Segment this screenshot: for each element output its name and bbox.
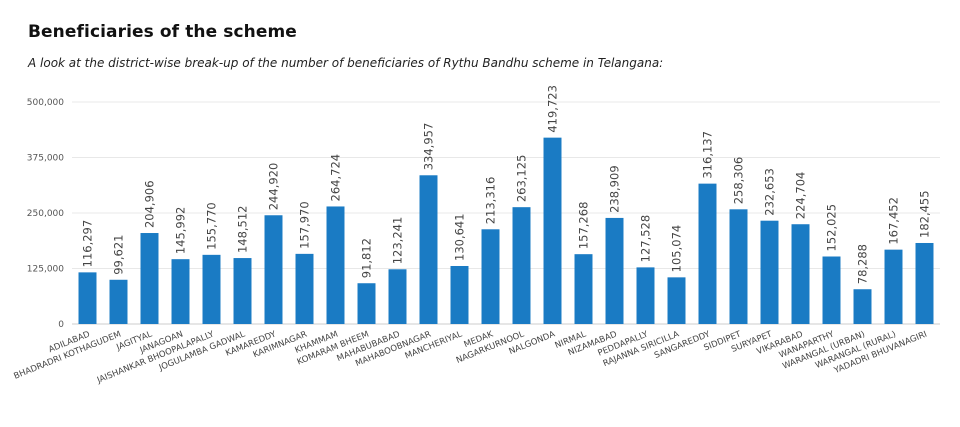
data-label: 264,724 — [329, 154, 343, 202]
data-label: 157,970 — [298, 201, 312, 249]
data-label: 182,455 — [918, 190, 932, 238]
data-label: 148,512 — [236, 205, 250, 253]
data-label: 204,906 — [143, 180, 157, 228]
bar-nagarkurnool — [512, 207, 531, 324]
data-label: 116,297 — [81, 220, 95, 268]
bar-nalgonda — [543, 137, 562, 324]
data-label: 238,909 — [608, 165, 622, 213]
bar-nizamabad — [605, 217, 624, 324]
bar-rajanna-siricilla — [667, 277, 686, 324]
data-label: 263,125 — [515, 155, 529, 203]
bar-jagityal — [140, 233, 159, 324]
bar-sangareddy — [698, 183, 717, 324]
bar-mahaboobnagar — [419, 175, 438, 324]
bar-siddipet — [729, 209, 748, 324]
bar-jogulamba-gadwal — [233, 258, 252, 324]
data-label: 244,920 — [267, 163, 281, 211]
data-label: 105,074 — [670, 225, 684, 273]
y-tick-label: 250,000 — [27, 209, 64, 219]
data-label: 91,812 — [360, 238, 374, 278]
bar-bhadradri-kothagudem — [109, 279, 128, 324]
bar-jaishankar-bhoopalapally — [202, 254, 221, 324]
data-label: 224,704 — [794, 172, 808, 220]
data-label: 157,268 — [577, 202, 591, 250]
bar-khammam — [326, 206, 345, 324]
y-tick-label: 500,000 — [27, 98, 64, 108]
data-label: 145,992 — [174, 207, 188, 255]
data-label: 334,957 — [422, 123, 436, 171]
y-tick-label: 125,000 — [27, 265, 64, 275]
bar-karimnagar — [295, 253, 314, 324]
bar-yadadri-bhuvanagiri — [915, 242, 934, 324]
bar-janagoan — [171, 259, 190, 324]
bar-medak — [481, 229, 500, 324]
data-label: 155,770 — [205, 202, 219, 250]
data-label: 258,306 — [732, 157, 746, 205]
chart-subtitle: A look at the district-wise break-up of … — [28, 56, 664, 70]
y-tick-label: 0 — [58, 320, 64, 330]
data-label: 123,241 — [391, 217, 405, 265]
data-label: 232,653 — [763, 168, 777, 216]
bar-mahabubabad — [388, 269, 407, 324]
bar-peddapally — [636, 267, 655, 324]
data-label: 167,452 — [887, 197, 901, 245]
data-label: 130,641 — [453, 213, 467, 261]
y-tick-label: 375,000 — [27, 154, 64, 164]
bar-komaram-bheem — [357, 283, 376, 324]
bar-nirmal — [574, 254, 593, 324]
data-label: 78,288 — [856, 244, 870, 284]
data-label: 419,723 — [546, 85, 560, 133]
data-label: 152,025 — [825, 204, 839, 252]
chart-title: Beneficiaries of the scheme — [28, 22, 297, 42]
data-label: 316,137 — [701, 131, 715, 179]
data-label: 127,528 — [639, 215, 653, 263]
data-label: 213,316 — [484, 177, 498, 225]
bar-adilabad — [78, 272, 97, 324]
bar-kamareddy — [264, 215, 283, 324]
bar-mancheriyal — [450, 265, 469, 324]
bar-warangal-rural — [884, 249, 903, 324]
bar-vikarabad — [791, 224, 810, 324]
bar-warangal-urban — [853, 289, 872, 324]
bar-suryapet — [760, 220, 779, 324]
data-label: 99,621 — [112, 235, 126, 275]
bar-wanaparthy — [822, 256, 841, 324]
